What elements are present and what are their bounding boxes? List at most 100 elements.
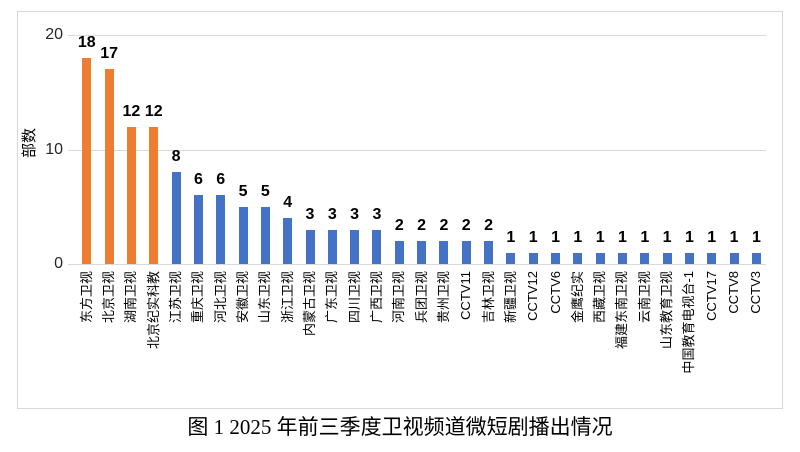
bar-value-label: 1 (751, 228, 761, 246)
bar-chart: 0 10 20 部数 18 17 12 12 8 6 6 5 5 4 3 3 3 3 2 2 2 2 2 1 1 1 1 1 1 1 1… (17, 11, 783, 409)
x-tick-label-text: 山东教育卫视 (659, 271, 675, 350)
y-tick-label: 10 (45, 140, 63, 158)
x-tick-label-text: 山东卫视 (257, 271, 273, 324)
bar (506, 252, 516, 264)
bar-value-label: 2 (484, 217, 493, 235)
bar-value-label: 3 (372, 205, 382, 223)
gridline (68, 35, 766, 36)
bar (305, 229, 315, 264)
bar-value-label: 5 (260, 182, 270, 200)
x-tick-label-text: 北京纪实科教 (145, 271, 161, 350)
bar (439, 241, 449, 264)
x-tick-label-text: 北京卫视 (101, 271, 117, 324)
bar-value-label: 3 (327, 205, 337, 223)
bar (171, 172, 181, 264)
bar (461, 241, 471, 264)
bar (595, 252, 605, 264)
bar (573, 252, 583, 264)
bar (327, 229, 337, 264)
bar-value-label: 12 (144, 102, 163, 120)
bar-value-label: 2 (439, 217, 449, 235)
bar (662, 252, 672, 264)
x-tick-label-text: 金鹰纪实 (569, 271, 585, 324)
bar-value-label: 1 (506, 228, 516, 246)
x-tick-label-text: CCTV11 (458, 271, 474, 320)
x-tick-label-text: 河北卫视 (212, 271, 228, 324)
bar-value-label: 1 (573, 228, 583, 246)
x-tick-label-text: CCTV12 (525, 271, 541, 321)
bar (528, 252, 538, 264)
bar (484, 241, 494, 264)
bar (126, 126, 136, 264)
x-tick-label-text: 广东卫视 (324, 271, 340, 324)
x-tick-label-text: CCTV8 (726, 271, 742, 314)
bar-value-label: 2 (394, 217, 404, 235)
bar (238, 206, 248, 264)
bar (417, 241, 427, 264)
x-tick-label-text: 西藏卫视 (592, 271, 608, 324)
bar (149, 126, 159, 264)
bar (551, 252, 561, 264)
x-tick-label-text: 兵团卫视 (413, 271, 429, 324)
bar (350, 229, 360, 264)
bar-value-label: 1 (662, 228, 672, 246)
bar (729, 252, 739, 264)
x-tick-label-text: 中国教育电视台-1 (681, 271, 697, 374)
x-tick-label-text: 新疆卫视 (502, 271, 518, 324)
bar (707, 252, 717, 264)
bar-value-label: 5 (238, 182, 248, 200)
x-tick-label-text: 安徽卫视 (235, 271, 251, 324)
y-tick-label: 20 (45, 26, 63, 43)
bar-value-label: 1 (551, 228, 560, 246)
x-tick-label-text: 江苏卫视 (168, 271, 184, 324)
x-tick-label-text: 云南卫视 (636, 271, 652, 324)
x-tick-label-text: CCTV17 (703, 271, 719, 321)
x-tick-label-text: 湖南卫视 (123, 271, 139, 324)
bar-value-label: 1 (595, 228, 605, 246)
x-tick-label-text: 吉林卫视 (480, 271, 496, 324)
x-tick-label-text: 重庆卫视 (190, 271, 206, 324)
bar-value-label: 1 (640, 228, 650, 246)
bar-value-label: 1 (528, 228, 538, 246)
bar (283, 218, 293, 264)
bar (640, 252, 650, 264)
bar (684, 252, 694, 264)
bar-value-label: 12 (122, 102, 141, 120)
x-tick-label-text: 福建东南卫视 (614, 271, 630, 350)
x-tick-label-text: 浙江卫视 (279, 271, 295, 324)
bar-value-label: 18 (77, 33, 96, 51)
bar (216, 195, 226, 264)
x-tick-label-text: 贵州卫视 (435, 271, 451, 324)
bar (751, 252, 761, 264)
bar-value-label: 2 (417, 217, 427, 235)
x-tick-label-text: 东方卫视 (78, 271, 94, 324)
gridline (68, 149, 766, 151)
bar-value-label: 1 (729, 228, 739, 246)
bar (82, 57, 92, 264)
bar (104, 69, 114, 264)
bar-value-label: 1 (618, 228, 627, 246)
bar-value-label: 6 (193, 171, 203, 189)
x-tick-label-text: 河南卫视 (391, 271, 407, 324)
bar-value-label: 3 (350, 205, 360, 223)
bar-value-label: 4 (283, 194, 293, 212)
x-tick-label-text: CCTV6 (547, 271, 563, 314)
bar-value-label: 8 (171, 148, 181, 166)
gridline (68, 264, 766, 265)
x-tick-label-text: CCTV3 (748, 271, 764, 314)
bar-value-label: 1 (684, 228, 694, 246)
bar (617, 252, 627, 264)
x-tick-label-text: 四川卫视 (346, 271, 362, 324)
y-tick-label: 0 (54, 255, 63, 272)
bar (372, 229, 382, 264)
bar-value-label: 2 (461, 217, 471, 235)
x-tick-label-text: 广西卫视 (368, 271, 384, 324)
y-axis-title-text: 部数 (21, 128, 38, 159)
bar-value-label: 1 (707, 228, 717, 246)
bar-value-label: 3 (305, 205, 315, 223)
bar (394, 241, 404, 264)
bar (260, 206, 270, 264)
bar (193, 195, 203, 264)
figure-caption: 图 1 2025 年前三季度卫视频道微短剧播出情况 (187, 415, 613, 439)
